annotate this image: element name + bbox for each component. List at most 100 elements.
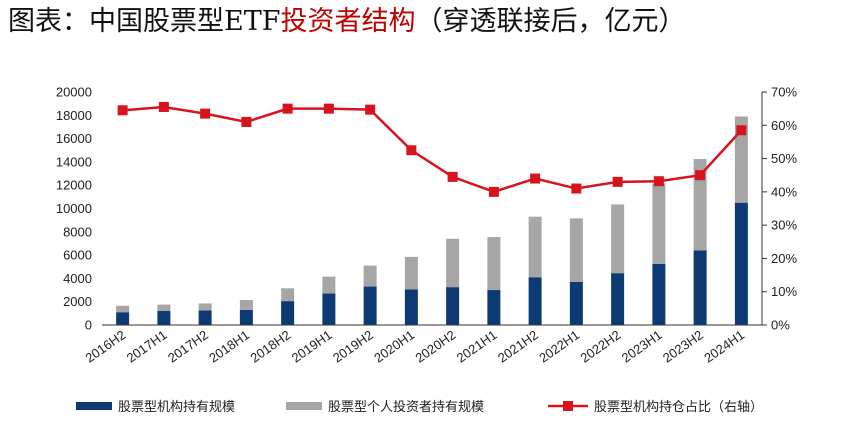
ratio-marker (365, 104, 376, 115)
bar-individual (528, 216, 542, 278)
title-part-1: 图表：中国股票型ETF (8, 6, 281, 37)
bar-institutional (569, 281, 583, 325)
ratio-marker (323, 103, 334, 114)
bar-individual (281, 288, 295, 302)
bar-institutional (734, 202, 748, 325)
legend-label-institutional: 股票型机构持有规模 (118, 400, 235, 415)
ratio-marker (117, 105, 128, 116)
bar-institutional (239, 309, 253, 325)
bar-individual (446, 238, 460, 288)
right-tick-label: 50% (771, 151, 797, 166)
x-tick-label: 2021H2 (495, 327, 541, 365)
bar-institutional (446, 287, 460, 325)
title-part-2: 投资者结构 (280, 6, 416, 37)
bar-individual (157, 304, 171, 312)
ratio-marker (282, 103, 293, 114)
x-tick-label: 2018H2 (247, 327, 293, 365)
bar-institutional (363, 286, 377, 325)
x-tick-label: 2017H1 (124, 327, 170, 365)
left-tick-label: 18000 (56, 108, 92, 123)
x-tick-label: 2017H2 (165, 327, 211, 365)
ratio-marker (200, 108, 211, 119)
left-tick-label: 0 (85, 318, 92, 333)
ratio-polyline (122, 105, 743, 194)
x-tick-label: 2024H1 (701, 327, 747, 365)
ratio-marker (406, 145, 417, 156)
legend-label-ratio: 股票型机构持仓占比（右轴） (594, 400, 763, 415)
legend-marker-ratio (563, 401, 573, 411)
bar-individual (487, 237, 501, 291)
bar-institutional (652, 263, 666, 325)
right-tick-label: 70% (771, 85, 797, 100)
right-tick-label: 30% (771, 218, 797, 233)
ratio-marker (241, 116, 252, 127)
x-tick-label: 2021H1 (454, 327, 500, 365)
left-tick-label: 16000 (56, 131, 92, 146)
bar-individual (693, 158, 707, 251)
x-tick-label: 2019H1 (289, 327, 335, 365)
ratio-line (117, 101, 747, 197)
bar-individual (652, 183, 666, 264)
legend: 股票型机构持有规模 股票型个人投资者持有规模 股票型机构持仓占比（右轴） (76, 399, 763, 415)
ratio-marker (612, 176, 623, 187)
x-tick-label: 2020H2 (412, 327, 458, 365)
x-tick-label: 2016H2 (82, 327, 128, 365)
left-tick-label: 6000 (63, 248, 92, 263)
left-tick-label: 4000 (63, 271, 92, 286)
chart-title: 图表：中国股票型ETF投资者结构（穿透联接后，亿元） (8, 2, 685, 42)
ratio-marker (653, 176, 664, 187)
ratio-marker (530, 173, 541, 184)
left-tick-label: 8000 (63, 224, 92, 239)
ratio-marker (158, 101, 169, 112)
bars (116, 116, 748, 325)
bar-individual (569, 218, 583, 282)
x-tick-label: 2019H2 (330, 327, 376, 365)
bar-individual (363, 265, 377, 287)
right-tick-label: 60% (771, 118, 797, 133)
x-axis: 2016H22017H12017H22018H12018H22019H12019… (82, 324, 762, 366)
ratio-marker (736, 125, 747, 136)
bar-institutional (404, 289, 418, 325)
bar-individual (734, 116, 748, 203)
left-tick-label: 2000 (63, 294, 92, 309)
x-tick-label: 2023H2 (660, 327, 706, 365)
bar-institutional (198, 310, 212, 325)
bar-individual (116, 305, 130, 313)
bar-institutional (611, 273, 625, 325)
bar-institutional (157, 311, 171, 325)
right-tick-label: 10% (771, 284, 797, 299)
bar-individual (322, 276, 336, 294)
right-tick-label: 20% (771, 251, 797, 266)
bar-institutional (116, 312, 130, 325)
title-part-3: （穿透联接后，亿元） (415, 6, 686, 37)
x-tick-label: 2018H1 (206, 327, 252, 365)
bar-institutional (322, 293, 336, 325)
right-axis: 0% 10% 20% 30% 40% 50% 60% 70% (761, 85, 797, 333)
ratio-marker (447, 171, 458, 182)
left-axis: 0 2000 4000 6000 8000 10000 12000 14000 16000 180… (56, 85, 92, 333)
bar-individual (239, 299, 253, 310)
legend-swatch-institutional (76, 402, 112, 410)
right-tick-label: 0% (771, 318, 790, 333)
bar-individual (404, 256, 418, 290)
legend-label-individual: 股票型个人投资者持有规模 (328, 399, 484, 415)
x-tick-label: 2020H1 (371, 327, 417, 365)
left-tick-label: 10000 (56, 201, 92, 216)
legend-swatch-individual (286, 402, 322, 410)
bar-institutional (693, 250, 707, 325)
bar-individual (198, 303, 212, 311)
left-tick-label: 14000 (56, 154, 92, 169)
left-tick-label: 12000 (56, 178, 92, 193)
ratio-marker (488, 186, 499, 197)
x-tick-label: 2023H1 (619, 327, 665, 365)
bar-institutional (528, 277, 542, 325)
right-tick-label: 40% (771, 184, 797, 199)
ratio-marker (695, 170, 706, 181)
bar-institutional (281, 301, 295, 325)
ratio-marker (571, 183, 582, 194)
x-tick-label: 2022H1 (536, 327, 582, 365)
bar-institutional (487, 290, 501, 325)
left-tick-label: 20000 (56, 85, 92, 100)
bar-individual (611, 204, 625, 274)
